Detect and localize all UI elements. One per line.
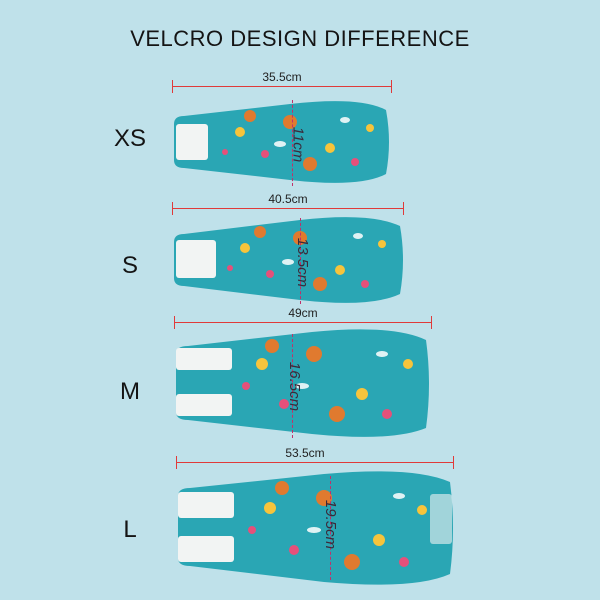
height-label-s: 13.5cm	[294, 237, 312, 288]
height-dimension-line-s	[300, 218, 302, 304]
width-label-s: 40.5cm	[268, 192, 308, 206]
height-label-m: 16.5cm	[286, 361, 304, 412]
height-dimension-line-xs	[292, 100, 294, 186]
page-title: VELCRO DESIGN DIFFERENCE	[130, 26, 470, 51]
height-label-l: 19.5cm	[322, 499, 340, 550]
height-dimension-line-l	[330, 476, 332, 580]
diaper-xs	[174, 101, 389, 183]
height-dimension-line-m	[292, 334, 294, 438]
diaper-l	[178, 471, 453, 585]
diaper-s	[174, 217, 403, 303]
size-label-m: M	[120, 378, 140, 405]
width-dimension-line-l	[176, 456, 454, 469]
width-dimension-line-xs	[172, 80, 392, 93]
width-label-xs: 35.5cm	[262, 70, 302, 84]
size-label-xs: XS	[113, 125, 146, 152]
height-label-xs: 11cm	[289, 126, 307, 163]
size-label-s: S	[121, 252, 138, 279]
diaper-m	[176, 329, 429, 437]
size-label-l: L	[123, 516, 137, 543]
width-label-m: 49cm	[288, 306, 318, 320]
width-dimension-line-s	[172, 202, 404, 215]
width-dimension-line-m	[174, 316, 432, 329]
width-label-l: 53.5cm	[285, 446, 325, 460]
